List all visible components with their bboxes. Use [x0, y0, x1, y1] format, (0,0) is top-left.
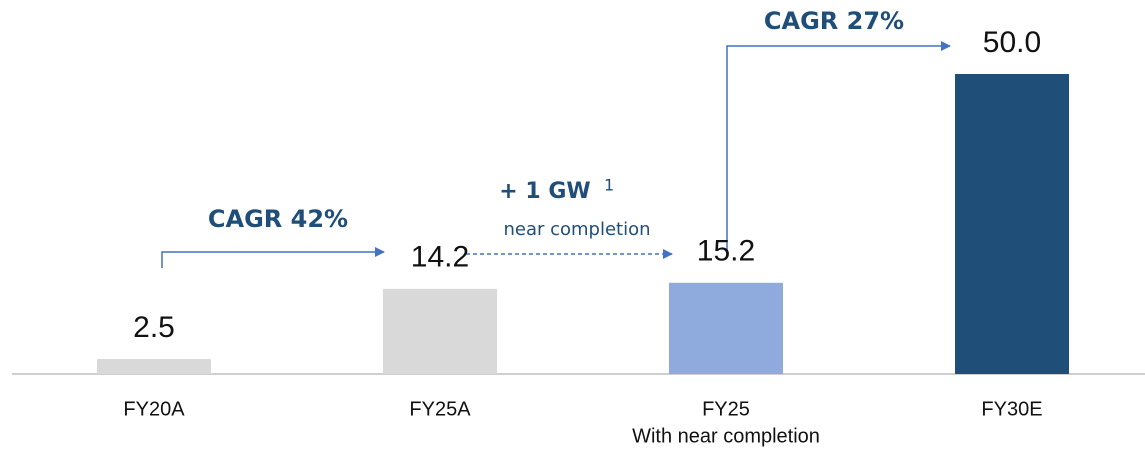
annotation: CAGR 27%	[764, 7, 904, 35]
bar	[97, 359, 211, 374]
bar	[383, 288, 497, 374]
annotation: near completion	[503, 219, 650, 240]
arrow	[161, 247, 385, 268]
value-label: 14.2	[411, 241, 469, 274]
x-tick-label: FY20A	[123, 398, 185, 420]
annotation: + 1 GW	[499, 179, 590, 204]
x-tick-label: FY25	[702, 398, 750, 420]
annotation: CAGR 42%	[208, 205, 348, 233]
value-label: 50.0	[983, 26, 1041, 59]
value-label: 15.2	[697, 235, 755, 268]
value-label: 2.5	[133, 311, 175, 344]
x-tick-label: FY30E	[981, 398, 1042, 420]
footnote-mark: 1	[604, 176, 614, 195]
x-tick-sublabel: With near completion	[632, 425, 820, 447]
arrow	[726, 41, 951, 252]
bar	[955, 74, 1069, 374]
bar	[669, 282, 783, 374]
x-tick-label: FY25A	[409, 398, 471, 420]
